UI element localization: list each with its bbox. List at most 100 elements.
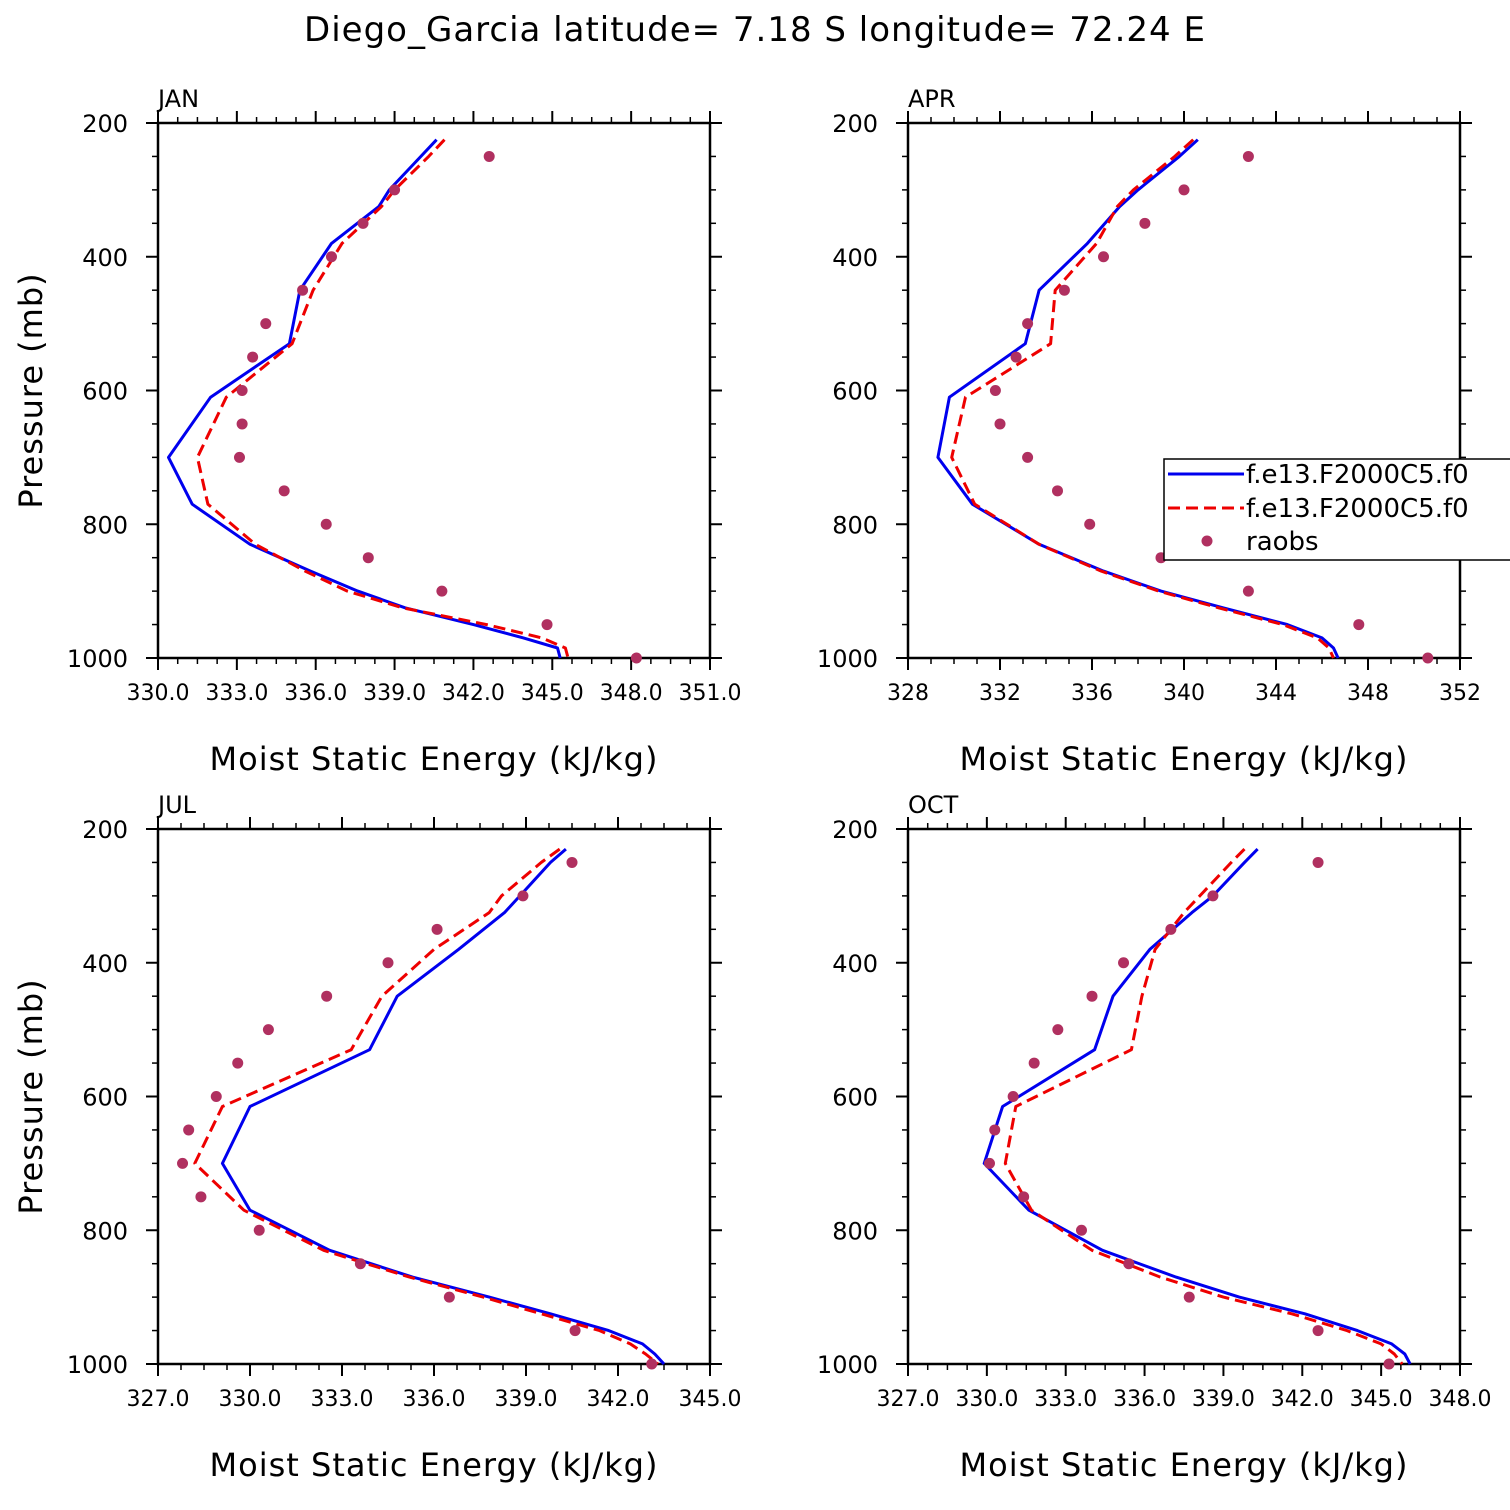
x-axis-label: Moist Static Energy (kJ/kg) [210, 740, 659, 778]
raobs-point [1028, 1057, 1040, 1069]
raobs-point [1312, 1325, 1324, 1337]
y-tick-label: 400 [82, 950, 128, 978]
y-tick-label: 800 [82, 511, 128, 539]
raobs-point [253, 1224, 265, 1236]
raobs-point [1422, 652, 1434, 664]
model-2-line [195, 138, 570, 659]
x-tick-label: 336.0 [284, 681, 347, 706]
panel-jan: 330.0 333.0 336.0 339.0 342.0 345.0 348.0 351.0… [12, 85, 741, 778]
y-tick-label: 1000 [67, 1351, 128, 1379]
x-tick-label: 333.0 [205, 681, 268, 706]
legend-box [1163, 458, 1510, 561]
raobs-points [983, 856, 1395, 1370]
figure-title: Diego_Garcia latitude= 7.18 S longitude=… [304, 10, 1206, 50]
raobs-point [1075, 1224, 1087, 1236]
raobs-point [1058, 284, 1070, 296]
y-tick-label: 800 [832, 511, 878, 539]
raobs-point [1010, 351, 1022, 363]
raobs-point [541, 619, 553, 631]
x-tick-label: 336 [1071, 681, 1113, 706]
raobs-point [1353, 619, 1365, 631]
raobs-point [233, 451, 245, 463]
raobs-point [297, 284, 309, 296]
raobs-point [262, 1024, 274, 1036]
raobs-point [1178, 184, 1190, 196]
y-tick-label: 600 [832, 378, 878, 406]
y-axis-label: Pressure (mb) [12, 272, 50, 508]
panel-label: JUL [156, 791, 197, 819]
raobs-point [431, 923, 443, 935]
x-tick-label: 327.0 [127, 1387, 190, 1412]
raobs-point [1242, 150, 1254, 162]
x-tick-label: 345.0 [679, 1387, 742, 1412]
raobs-point [989, 385, 1001, 396]
y-tick-label: 400 [82, 244, 128, 272]
model-1-line [167, 138, 562, 659]
raobs-point [1312, 856, 1324, 868]
y-tick-label: 200 [82, 816, 128, 844]
x-tick-label: 352 [1439, 681, 1481, 706]
raobs-point [569, 1325, 581, 1337]
raobs-point [1084, 518, 1096, 530]
raobs-point [210, 1091, 222, 1102]
y-tick-label: 1000 [67, 645, 128, 673]
y-tick-label: 600 [82, 378, 128, 406]
raobs-point [260, 318, 272, 330]
y-tick-label: 800 [832, 1217, 878, 1245]
model-1-line [220, 847, 666, 1366]
legend-entry-label: f.e13.F2000C5.f0 [1246, 460, 1469, 490]
y-tick-label: 1000 [817, 645, 878, 673]
legend-entry-label: raobs [1246, 527, 1319, 557]
model-1-line [936, 138, 1340, 659]
raobs-points [177, 856, 658, 1370]
raobs-point [183, 1124, 195, 1136]
x-tick-label: 339.0 [363, 681, 426, 706]
raobs-point [177, 1157, 189, 1169]
raobs-point [1022, 318, 1034, 330]
x-tick-label: 342.0 [442, 681, 505, 706]
x-tick-label: 351.0 [679, 681, 742, 706]
model-2-line [193, 847, 659, 1366]
x-tick-label: 336.0 [1113, 1387, 1176, 1412]
x-tick-label: 348.0 [600, 681, 663, 706]
raobs-point [1018, 1191, 1030, 1203]
y-axis-label: Pressure (mb) [12, 978, 50, 1214]
raobs-points [233, 150, 642, 664]
x-tick-label: 340 [1163, 681, 1205, 706]
y-tick-label: 400 [832, 950, 878, 978]
raobs-point [195, 1191, 207, 1203]
y-tick-label: 200 [832, 816, 878, 844]
legend-entry-label: f.e13.F2000C5.f0 [1246, 494, 1469, 524]
x-tick-label: 345.0 [521, 681, 584, 706]
raobs-point [389, 184, 401, 196]
raobs-point [1007, 1091, 1019, 1102]
y-tick-label: 600 [832, 1084, 878, 1112]
x-tick-label: 342.0 [1271, 1387, 1334, 1412]
panel-label: JAN [156, 85, 199, 113]
raobs-point [321, 990, 333, 1002]
raobs-point [1183, 1291, 1195, 1303]
model-2-line [1003, 848, 1404, 1365]
panel-apr: 328 332 336 340 344 348 352 200 400 600 800 1000 APR… [817, 85, 1481, 778]
raobs-point [1022, 451, 1034, 463]
model-1-line [982, 848, 1412, 1365]
x-tick-label: 348 [1347, 681, 1389, 706]
raobs-point [994, 418, 1006, 430]
x-tick-label: 330.0 [955, 1387, 1018, 1412]
raobs-point [566, 856, 578, 868]
raobs-point [1098, 251, 1109, 263]
raobs-point [1118, 957, 1130, 969]
raobs-point [1123, 1258, 1135, 1270]
raobs-point [278, 485, 290, 497]
y-tick-label: 400 [832, 244, 878, 272]
raobs-point [1165, 923, 1177, 935]
raobs-point [443, 1291, 455, 1303]
x-tick-label: 339.0 [1192, 1387, 1255, 1412]
raobs-point [382, 957, 394, 969]
raobs-point [436, 585, 448, 597]
raobs-point [483, 150, 495, 162]
x-tick-label: 339.0 [495, 1387, 558, 1412]
x-tick-label: 344 [1255, 681, 1297, 706]
